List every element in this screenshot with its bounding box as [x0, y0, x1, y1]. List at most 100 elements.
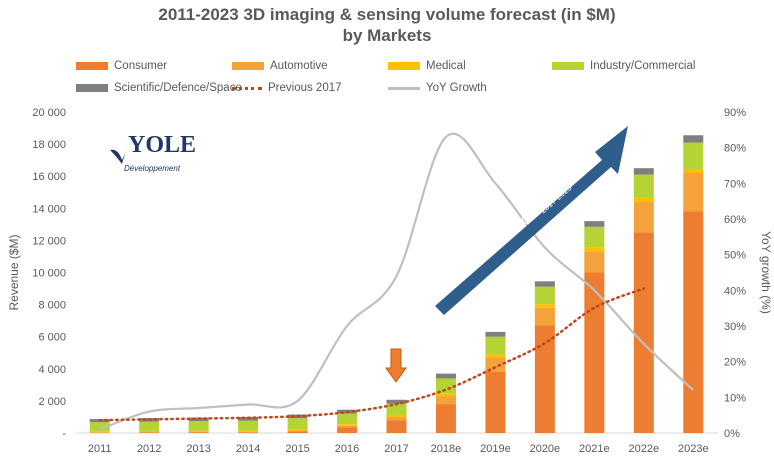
y-tick-label: 16 000	[32, 171, 66, 183]
bar-segment-industry-commercial	[337, 413, 358, 425]
bar-segment-consumer	[337, 427, 358, 433]
bar-segment-medical	[683, 168, 704, 173]
legend-label-scientific: Scientific/Defence/Space	[114, 82, 242, 94]
x-tick-label: 2012	[137, 443, 161, 455]
bar-segment-medical	[485, 354, 506, 358]
bar-segment-automotive	[435, 396, 456, 405]
bar-segment-industry-commercial	[188, 421, 209, 431]
y-tick-label: 4 000	[38, 364, 66, 376]
bar-segment-medical	[287, 429, 308, 431]
bar-segment-medical	[584, 247, 605, 252]
bar-segment-scientific-defence-space	[485, 331, 506, 337]
previous-2017-line	[98, 287, 646, 422]
bar-segment-consumer	[238, 432, 259, 433]
bar-segment-consumer	[386, 420, 407, 433]
y-tick-label: 14 000	[32, 203, 66, 215]
legend-item-automotive: Automotive	[232, 60, 328, 72]
x-tick-label: 2016	[335, 443, 359, 455]
chart-title: 2011-2023 3D imaging & sensing volume fo…	[0, 4, 774, 46]
x-tick-label: 2022e	[629, 443, 660, 455]
bar-segment-industry-commercial	[584, 226, 605, 248]
bar-segment-industry-commercial	[386, 403, 407, 416]
bar-segment-automotive	[337, 425, 358, 428]
y-right-tick-label: 80%	[724, 143, 746, 155]
legend-label-medical: Medical	[426, 60, 466, 72]
legend-item-previous-2017: Previous 2017	[232, 82, 342, 94]
y-tick-label: 8 000	[38, 300, 66, 312]
highlight-arrow-icon	[385, 348, 407, 383]
y-tick-label: 20 000	[32, 107, 66, 119]
bar-segment-consumer	[633, 232, 654, 433]
bar-segment-automotive	[683, 172, 704, 212]
bar-segment-scientific-defence-space	[386, 399, 407, 404]
legend-label-automotive: Automotive	[270, 60, 328, 72]
y-right-tick-label: 90%	[724, 107, 746, 119]
bar-segment-automotive	[534, 307, 555, 326]
y-right-tick-label: 30%	[724, 321, 746, 333]
logo-mark-icon	[110, 146, 128, 164]
x-tick-label: 2019e	[480, 443, 511, 455]
bar-segment-medical	[386, 415, 407, 417]
legend-dotline-previous-2017	[232, 86, 262, 90]
legend-item-yoy-growth: YoY Growth	[388, 82, 487, 94]
y-right-tick-label: 70%	[724, 178, 746, 190]
x-tick-label: 2018e	[431, 443, 462, 455]
bar-segment-medical	[188, 430, 209, 433]
y-tick-label: -	[62, 428, 66, 440]
bar-segment-medical	[139, 430, 160, 433]
y-tick-label: 2 000	[38, 396, 66, 408]
highlight-arrow-2017	[385, 348, 407, 383]
yoy-growth-line	[99, 132, 695, 431]
legend-item-medical: Medical	[388, 60, 466, 72]
lines-group	[98, 132, 695, 431]
bar-segment-industry-commercial	[683, 142, 704, 169]
y-axis-title: Revenue ($M)	[7, 234, 21, 310]
x-tick-label: 2015	[285, 443, 309, 455]
chart-title-line1: 2011-2023 3D imaging & sensing volume fo…	[158, 5, 616, 24]
chart-title-line2: by Markets	[342, 26, 432, 45]
bar-segment-scientific-defence-space	[534, 281, 555, 287]
x-tick-label: 2021e	[579, 443, 610, 455]
logo-brand: YOLE	[128, 132, 196, 158]
bar-segment-consumer	[584, 272, 605, 433]
legend-label-previous-2017: Previous 2017	[268, 82, 342, 94]
legend-item-consumer: Consumer	[76, 60, 167, 72]
bar-segment-industry-commercial	[287, 418, 308, 430]
bar-segment-medical	[633, 197, 654, 202]
bar-segment-medical	[238, 430, 259, 432]
y-right-tick-label: 0%	[724, 428, 740, 440]
cagr-arrow-shape	[435, 126, 628, 315]
bar-segment-automotive	[287, 430, 308, 432]
y-right-tick-label: 60%	[724, 214, 746, 226]
y-tick-label: 10 000	[32, 268, 66, 280]
legend-label-industry: Industry/Commercial	[590, 60, 696, 72]
legend-swatch-consumer	[76, 62, 108, 70]
x-tick-label: 2017	[384, 443, 408, 455]
y-right-tick-label: 50%	[724, 250, 746, 262]
legend-swatch-industry	[552, 62, 584, 70]
x-tick-label: 2014	[236, 443, 260, 455]
yole-logo: YOLE Développement	[110, 132, 196, 173]
bar-segment-medical	[89, 431, 110, 433]
bar-segment-consumer	[435, 404, 456, 433]
y-right-tick-label: 40%	[724, 285, 746, 297]
y-right-tick-label: 10%	[724, 392, 746, 404]
bars-group	[89, 135, 704, 433]
bar-segment-industry-commercial	[435, 378, 456, 394]
legend-label-yoy-growth: YoY Growth	[426, 82, 487, 94]
bar-segment-industry-commercial	[238, 420, 259, 431]
bar-segment-industry-commercial	[89, 422, 110, 432]
legend-item-scientific: Scientific/Defence/Space	[76, 82, 242, 94]
bar-segment-scientific-defence-space	[633, 168, 654, 175]
bar-segment-consumer	[485, 372, 506, 433]
legend-label-consumer: Consumer	[114, 60, 168, 72]
bar-segment-scientific-defence-space	[683, 135, 704, 143]
legend-swatch-scientific	[76, 84, 108, 92]
legend-item-industry: Industry/Commercial	[552, 60, 695, 72]
bar-segment-scientific-defence-space	[584, 221, 605, 227]
y-right-axis-title: YoY growth (%)	[759, 231, 773, 314]
bar-segment-medical	[435, 393, 456, 397]
y-tick-label: 6 000	[38, 332, 66, 344]
x-tick-label: 2011	[88, 443, 112, 455]
legend-swatch-medical	[388, 62, 420, 70]
